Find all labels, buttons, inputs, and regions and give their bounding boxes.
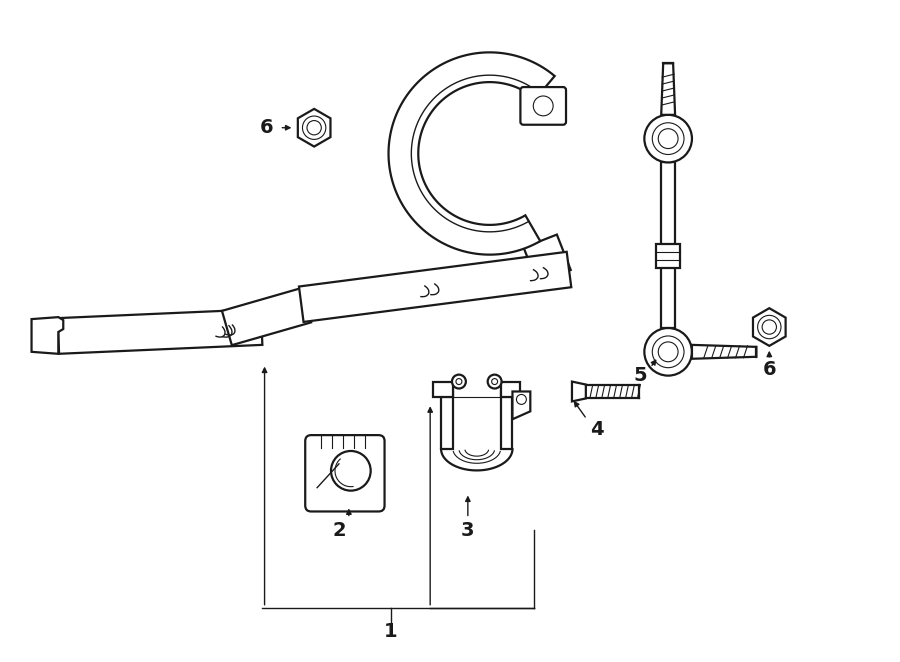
Circle shape: [652, 122, 684, 154]
Circle shape: [758, 315, 781, 339]
Text: 1: 1: [383, 622, 397, 641]
Text: 4: 4: [590, 420, 604, 439]
Circle shape: [331, 451, 371, 491]
Polygon shape: [389, 52, 554, 255]
Polygon shape: [662, 162, 675, 328]
Circle shape: [658, 342, 678, 361]
FancyBboxPatch shape: [305, 435, 384, 512]
Polygon shape: [298, 109, 330, 146]
Circle shape: [762, 320, 777, 334]
Polygon shape: [662, 64, 675, 115]
Circle shape: [658, 128, 678, 148]
Polygon shape: [441, 391, 453, 449]
Circle shape: [488, 375, 501, 389]
Polygon shape: [512, 391, 530, 419]
Polygon shape: [299, 252, 572, 322]
Circle shape: [644, 115, 692, 162]
Circle shape: [452, 375, 466, 389]
Polygon shape: [222, 288, 311, 345]
FancyBboxPatch shape: [520, 87, 566, 124]
Polygon shape: [692, 345, 756, 359]
Circle shape: [517, 395, 526, 404]
Circle shape: [534, 96, 554, 116]
Polygon shape: [32, 317, 63, 354]
Circle shape: [302, 116, 326, 140]
Polygon shape: [500, 391, 512, 449]
Polygon shape: [524, 234, 571, 283]
Circle shape: [307, 120, 321, 135]
Polygon shape: [572, 381, 586, 401]
Polygon shape: [753, 308, 786, 346]
Polygon shape: [433, 381, 453, 397]
Text: 2: 2: [332, 521, 346, 540]
Circle shape: [644, 328, 692, 375]
Polygon shape: [58, 309, 263, 354]
Text: 5: 5: [634, 366, 647, 385]
Polygon shape: [656, 244, 680, 267]
Circle shape: [652, 336, 684, 367]
Text: 3: 3: [461, 521, 474, 540]
Text: 6: 6: [762, 360, 776, 379]
Text: 6: 6: [260, 118, 274, 137]
Circle shape: [456, 379, 462, 385]
Polygon shape: [500, 381, 520, 397]
Circle shape: [491, 379, 498, 385]
